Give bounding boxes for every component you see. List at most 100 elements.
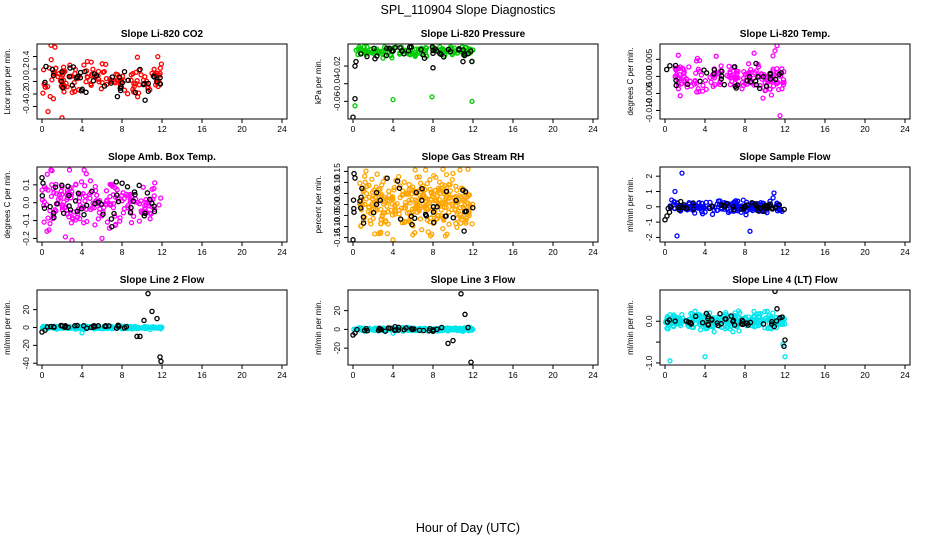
outlier-point	[390, 96, 396, 103]
data-point	[739, 86, 745, 92]
data-point	[41, 219, 47, 225]
data-point	[419, 227, 425, 233]
data-point	[718, 63, 724, 69]
data-point	[419, 185, 425, 192]
data-point	[69, 89, 75, 96]
outlier-point	[44, 228, 50, 234]
data-point	[397, 44, 403, 51]
series-flagged	[662, 198, 787, 223]
data-point	[430, 50, 436, 57]
data-point	[359, 185, 365, 192]
data-point	[710, 83, 716, 90]
data-point	[664, 325, 670, 331]
data-point	[718, 202, 725, 208]
data-point	[717, 79, 723, 85]
data-point	[698, 72, 705, 78]
data-point	[409, 221, 415, 228]
series-flagged	[39, 290, 164, 365]
data-point	[745, 61, 752, 67]
y-tick-label: 20	[21, 305, 31, 315]
data-point	[50, 210, 57, 216]
data-point	[685, 319, 692, 325]
data-point	[109, 183, 116, 190]
y-tick-label: 0.4	[21, 50, 31, 62]
x-tick-label: 20	[548, 124, 558, 134]
data-point	[62, 234, 69, 240]
data-point	[52, 184, 59, 190]
data-point	[141, 213, 148, 219]
data-point	[423, 213, 430, 219]
x-tick-label: 12	[157, 370, 167, 380]
y-tick-label: 0.05	[332, 185, 342, 202]
data-point	[364, 53, 370, 60]
outlier-point	[69, 237, 75, 242]
outlier-point	[390, 237, 396, 242]
data-point	[113, 325, 120, 331]
data-point	[443, 188, 450, 195]
data-point	[82, 193, 88, 199]
data-point	[438, 324, 445, 331]
data-point	[763, 83, 770, 90]
data-point	[422, 204, 428, 211]
data-point	[42, 79, 48, 86]
data-point	[764, 308, 770, 314]
outlier-point	[465, 167, 471, 172]
data-point	[746, 74, 753, 80]
data-point	[53, 190, 60, 197]
outlier-point	[672, 188, 678, 195]
series-flagged	[663, 60, 785, 92]
data-point	[72, 198, 79, 204]
data-point	[125, 193, 131, 199]
data-point	[430, 209, 437, 215]
outlier-point	[679, 170, 685, 176]
data-point	[699, 209, 705, 215]
y-tick-label: 0.10	[332, 174, 342, 191]
data-point	[751, 308, 757, 315]
data-point	[776, 71, 783, 78]
data-point	[731, 206, 737, 213]
plot-frame	[36, 166, 288, 243]
data-point	[458, 214, 465, 220]
data-point	[698, 313, 705, 319]
y-axis-label: ml/min per min.	[626, 177, 635, 232]
data-point	[417, 216, 424, 222]
data-point	[416, 174, 423, 180]
data-point	[408, 213, 415, 220]
data-point	[703, 310, 710, 317]
data-point	[764, 204, 771, 210]
outlier-point	[782, 337, 788, 343]
data-point	[373, 201, 380, 208]
data-point	[76, 198, 82, 204]
data-point	[59, 191, 65, 197]
panel-title: Slope Li-820 Pressure	[421, 29, 526, 40]
data-point	[463, 220, 469, 226]
data-point	[745, 202, 751, 209]
data-point	[151, 208, 158, 215]
data-point	[425, 229, 431, 235]
data-point	[59, 69, 65, 75]
data-point	[729, 74, 736, 81]
data-point	[449, 176, 455, 183]
data-point	[440, 46, 446, 52]
x-tick-label: 0	[40, 370, 45, 380]
x-tick-label: 8	[743, 370, 748, 380]
data-point	[758, 200, 764, 206]
data-point	[727, 69, 733, 75]
data-point	[780, 80, 786, 86]
data-point	[692, 308, 698, 314]
data-point	[406, 50, 412, 57]
data-point	[711, 71, 717, 77]
panel-8: Slope Line 3 Flow ml/min per min. 0 4 8 12 16 2…	[314, 275, 599, 380]
data-point	[714, 320, 721, 326]
y-tick-label: -0.005	[644, 81, 654, 105]
data-point	[43, 63, 49, 70]
data-point	[447, 48, 454, 55]
data-point	[742, 203, 748, 210]
data-point	[127, 209, 134, 216]
data-point	[121, 196, 127, 202]
series-flagged	[664, 290, 788, 350]
data-point	[94, 192, 100, 198]
data-point	[83, 89, 89, 96]
data-point	[770, 68, 776, 74]
